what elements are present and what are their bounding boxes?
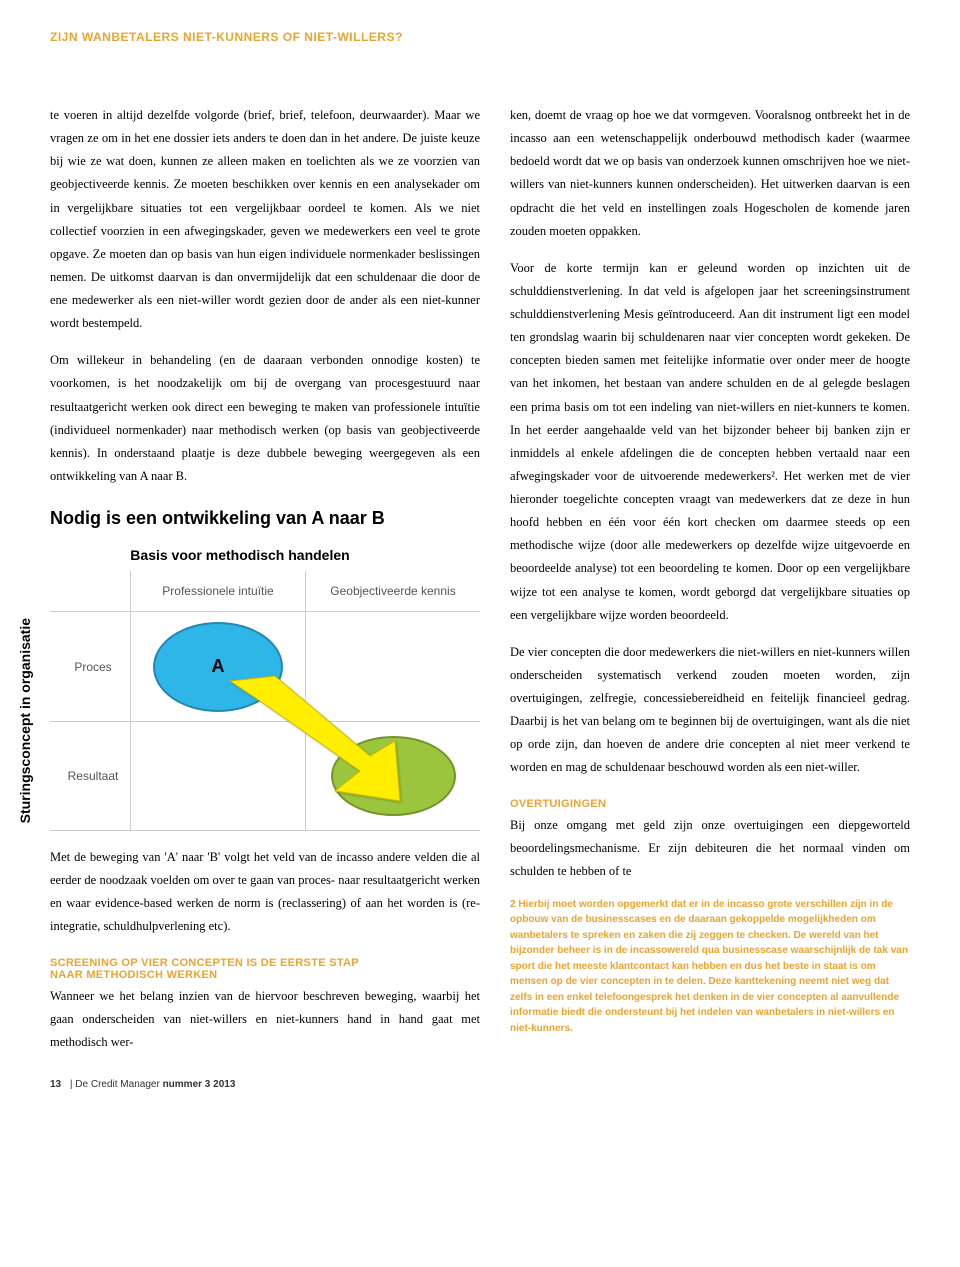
left-body-3: Wanneer we het belang inzien van de hier… — [50, 985, 480, 1054]
cell-empty-1 — [305, 611, 480, 721]
para: te voeren in altijd dezelfde volgorde (b… — [50, 104, 480, 335]
left-column: te voeren in altijd dezelfde volgorde (b… — [50, 104, 480, 1054]
main-columns: te voeren in altijd dezelfde volgorde (b… — [50, 104, 910, 1054]
cell-empty-2 — [130, 721, 305, 831]
para: De vier concepten die door medewerkers d… — [510, 641, 910, 780]
page-footer: 13 | De Credit Manager nummer 3 2013 — [50, 1079, 910, 1090]
diagram: Nodig is een ontwikkeling van A naar B B… — [0, 508, 480, 831]
section-heading: OVERTUIGINGEN — [510, 798, 910, 810]
diagram-subtitle: Basis voor methodisch handelen — [0, 547, 480, 563]
node-a: A — [153, 622, 283, 712]
heading-line-1: SCREENING OP VIER CONCEPTEN IS DE EERSTE… — [50, 957, 359, 969]
section-heading: SCREENING OP VIER CONCEPTEN IS DE EERSTE… — [50, 957, 480, 981]
left-body: te voeren in altijd dezelfde volgorde (b… — [50, 104, 480, 488]
left-body-2: Met de beweging van 'A' naar 'B' volgt h… — [50, 846, 480, 939]
right-body-2: Bij onze omgang met geld zijn onze overt… — [510, 814, 910, 883]
footnote: 2 Hierbij moet worden opgemerkt dat er i… — [510, 897, 910, 1037]
col-header-1: Professionele intuïtie — [130, 571, 305, 611]
para: Met de beweging van 'A' naar 'B' volgt h… — [50, 846, 480, 939]
para: Voor de korte termijn kan er geleund wor… — [510, 257, 910, 627]
col-header-2: Geobjectiveerde kennis — [305, 571, 480, 611]
page-header: ZIJN WANBETALERS NIET-KUNNERS OF NIET-WI… — [50, 30, 910, 44]
publication-name: De Credit Manager — [75, 1079, 159, 1090]
para: Om willekeur in behandeling (en de daara… — [50, 349, 480, 488]
heading-line-2: NAAR METHODISCH WERKEN — [50, 969, 217, 981]
cell-a: A — [130, 611, 305, 721]
para: ken, doemt de vraag op hoe we dat vormge… — [510, 104, 910, 243]
node-b: B — [331, 736, 456, 816]
para: Bij onze omgang met geld zijn onze overt… — [510, 814, 910, 883]
grid-spacer — [50, 571, 130, 611]
right-column: ken, doemt de vraag op hoe we dat vormge… — [510, 104, 910, 1054]
row-header-2: Resultaat — [50, 721, 130, 831]
diagram-grid: Professionele intuïtie Geobjectiveerde k… — [0, 571, 480, 831]
page-number: 13 — [50, 1079, 61, 1090]
right-body: ken, doemt de vraag op hoe we dat vormge… — [510, 104, 910, 780]
grid-spacer — [0, 571, 50, 611]
cell-b: B — [305, 721, 480, 831]
row-header-1: Proces — [50, 611, 130, 721]
diagram-title: Nodig is een ontwikkeling van A naar B — [50, 508, 480, 529]
issue-label: nummer 3 2013 — [163, 1079, 236, 1090]
y-axis-label: Sturingsconcept in organisatie — [17, 618, 33, 823]
para: Wanneer we het belang inzien van de hier… — [50, 985, 480, 1054]
y-axis: Sturingsconcept in organisatie — [0, 611, 50, 831]
